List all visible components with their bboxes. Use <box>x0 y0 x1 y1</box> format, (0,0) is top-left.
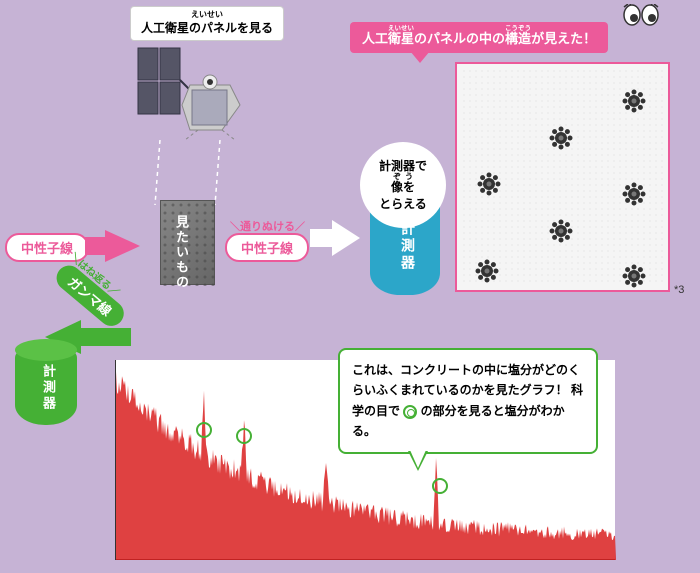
chart-explanation: これは、コンクリートの中に塩分がどのくらいふくまれているのかを見たグラフ！ 科学… <box>338 348 598 454</box>
pass-through-label: ＼通りぬける／ <box>230 218 305 234</box>
neutron-beam-label-2: 中性子線 <box>225 233 309 262</box>
reference-3: *3 <box>674 284 684 296</box>
detector-label: 計測器 <box>398 221 418 272</box>
structure-image <box>455 62 670 292</box>
satellite-panel-label: えいせい 人工衛星のパネルを見る <box>130 6 284 41</box>
capture-image-bubble: 計測器で 像をぞう とらえる <box>360 142 446 228</box>
neutron-arrow-1 <box>105 230 140 262</box>
label-text: 人工衛星のパネルを見る <box>141 21 273 35</box>
target-label: 見たいもの <box>172 215 191 290</box>
satellite-illustration <box>130 40 250 140</box>
ruby-text: えいせい <box>141 11 273 19</box>
detector-label: 計測器 <box>39 364 58 412</box>
green-circle-marker-icon <box>403 405 417 419</box>
structure-visible-banner: 人工衛星えいせいのパネルの中の構造こうぞうが見えた！ <box>350 22 608 53</box>
eyes-icon <box>622 4 660 32</box>
green-detector: 計測器 <box>15 350 77 425</box>
